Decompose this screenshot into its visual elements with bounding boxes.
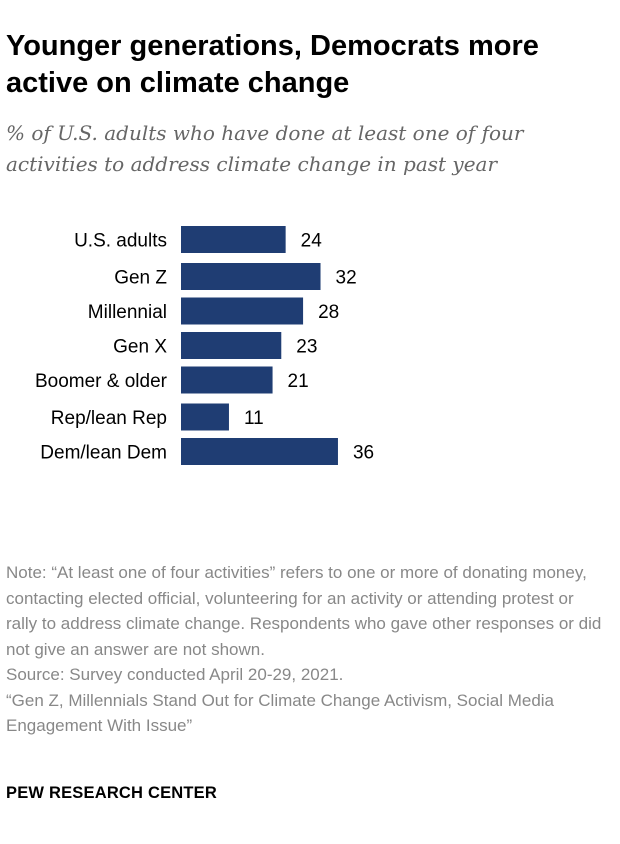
value-label-dem-lean-dem: 36 (353, 443, 374, 464)
bar-chart: U.S. adults 24 Gen Z 32 Millennial 28 Gen X 23 B… (35, 226, 374, 465)
category-label-millennial: Millennial (88, 302, 167, 323)
source-text: Source: Survey conducted April 20-29, 20… (6, 665, 344, 684)
chart-subtitle: % of U.S. adults who have done at least … (6, 121, 524, 176)
category-label-boomer-older: Boomer & older (35, 371, 168, 392)
category-label-dem-lean-dem: Dem/lean Dem (40, 443, 167, 464)
value-label-gen-z: 32 (336, 268, 357, 289)
chart-notes: Note: “At least one of four activities” … (6, 560, 606, 739)
bar-gen-z (181, 263, 321, 290)
report-title: “Gen Z, Millennials Stand Out for Climat… (6, 690, 555, 736)
pew-logo-text: PEW RESEARCH CENTER (6, 784, 217, 802)
category-label-gen-z: Gen Z (114, 268, 167, 289)
chart-title: Younger generations, Democrats more acti… (6, 30, 539, 99)
bar-millennial (181, 297, 304, 325)
bar-dem-lean-dem (181, 438, 338, 465)
value-label-boomer-older: 21 (288, 371, 309, 392)
value-label-gen-x: 23 (296, 337, 317, 358)
value-label-u-s-adults: 24 (301, 231, 323, 252)
bar-boomer-older (181, 366, 273, 394)
bar-u-s-adults (181, 226, 286, 253)
bar-gen-x (181, 332, 282, 359)
category-label-gen-x: Gen X (113, 337, 167, 358)
category-label-u-s-adults: U.S. adults (74, 231, 167, 252)
value-label-rep-lean-rep: 11 (244, 408, 264, 429)
bar-rep-lean-rep (181, 403, 229, 431)
value-label-millennial: 28 (318, 302, 339, 323)
note-text: Note: “At least one of four activities” … (6, 563, 602, 659)
category-label-rep-lean-rep: Rep/lean Rep (51, 408, 167, 429)
